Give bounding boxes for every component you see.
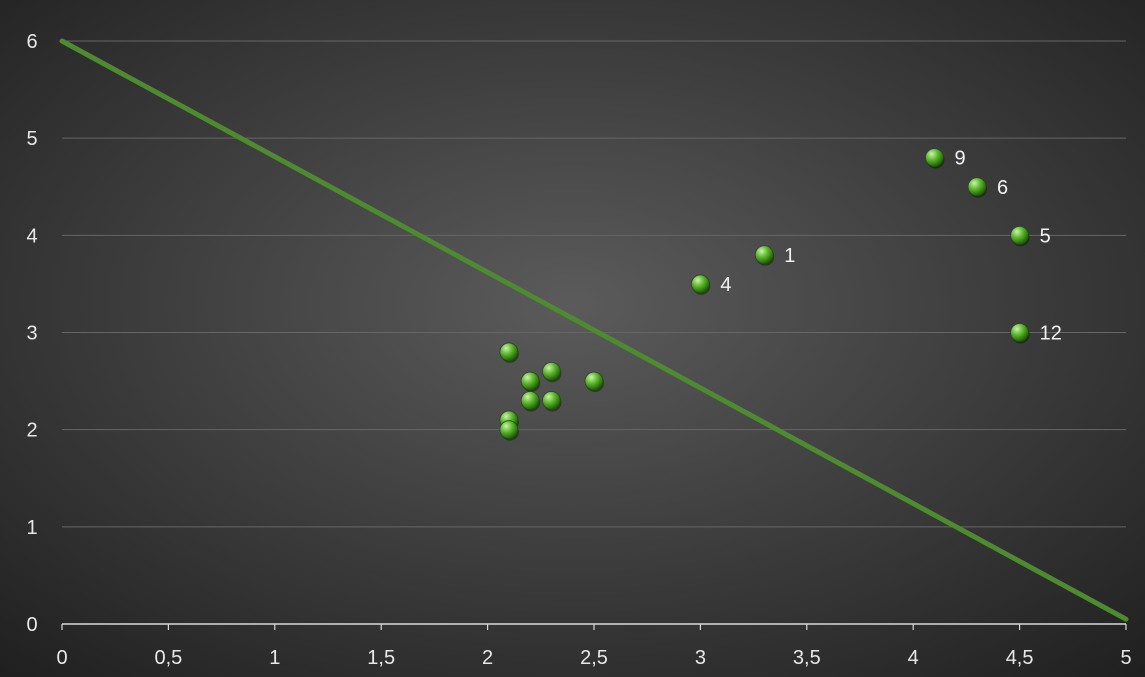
scatter-point [499,420,519,440]
x-tick-label: 3 [695,647,706,669]
y-tick-label: 3 [26,323,37,345]
point-label: 1 [784,245,795,267]
x-tick-label: 5 [1120,647,1131,669]
point-label: 4 [720,274,731,296]
scatter-point [520,371,540,391]
scatter-point [542,391,561,410]
x-tick-label: 4,5 [1006,647,1034,669]
y-tick-label: 1 [26,517,37,539]
point-label: 9 [954,148,965,170]
scatter-point [1010,323,1029,342]
x-tick-label: 0,5 [154,647,182,669]
trend-line [59,38,1129,622]
point-label: 5 [1040,225,1051,247]
scatter-point [499,342,519,362]
scatter-point [520,391,540,410]
x-tick-label: 2,5 [580,647,608,669]
y-tick-label: 2 [26,420,37,442]
data-points [499,148,1030,441]
point-labels: 4 1 9 6 5 12 [720,148,1061,345]
scatter-point [754,245,774,265]
y-tick-label: 5 [26,128,37,150]
x-tick-label: 1 [269,647,280,669]
y-tick-label: 4 [26,225,37,247]
axes [61,623,1127,630]
scatter-point [967,177,987,197]
scatter-point [691,274,710,294]
y-tick-label: 6 [26,31,37,53]
point-label: 6 [997,177,1008,199]
scatter-point [1010,225,1029,245]
scatter-point [542,361,561,381]
scatter-point [584,371,604,391]
scatter-point [925,148,944,168]
trend-line-path [59,38,1129,622]
x-tick-label: 0 [56,647,67,669]
x-tick-label: 2 [482,647,493,669]
x-tick-label: 3,5 [793,647,821,669]
x-tick-label: 1,5 [367,647,395,669]
point-label: 12 [1040,323,1062,345]
x-tick-label: 4 [908,647,919,669]
y-tick-label: 0 [26,614,37,636]
